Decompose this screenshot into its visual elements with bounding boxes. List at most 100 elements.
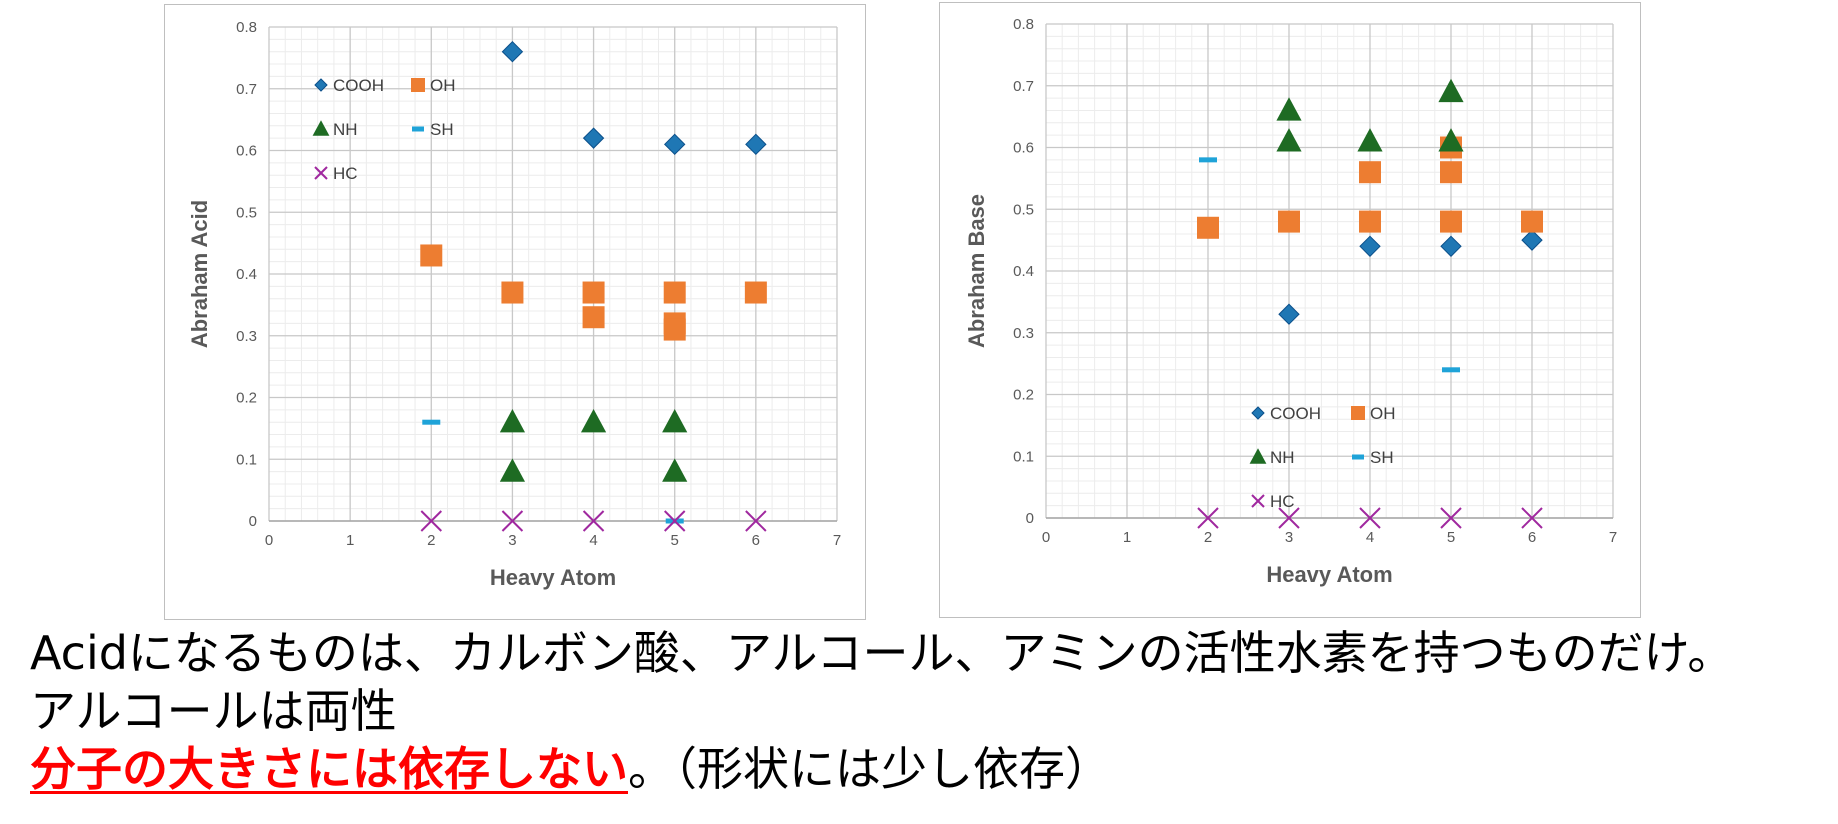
caption-line-2: アルコールは両性: [30, 684, 397, 738]
data-point-nh: [1357, 128, 1383, 152]
y-tick-label: 0.2: [1013, 387, 1034, 404]
y-axis-title: Abraham Base: [964, 194, 989, 348]
data-point-hc: [582, 510, 605, 532]
data-point-nh: [1276, 97, 1302, 121]
x-tick-label: 4: [589, 532, 597, 549]
data-point-oh: [1440, 161, 1462, 184]
y-tick-label: 0: [249, 513, 257, 530]
data-point-hc: [1440, 507, 1462, 529]
y-tick-label: 0.1: [236, 451, 257, 468]
y-tick-label: 0.3: [1013, 325, 1034, 342]
data-point-nh: [662, 458, 688, 482]
y-tick-label: 0: [1026, 510, 1034, 527]
data-point-cooh: [745, 133, 767, 156]
data-point-oh: [1359, 210, 1381, 233]
series-hc: [420, 510, 767, 532]
x-tick-label: 6: [752, 532, 760, 549]
legend-label-oh: OH: [1370, 404, 1396, 423]
data-point-oh: [501, 281, 524, 304]
legend-marker-oh: [1351, 406, 1365, 420]
data-point-oh: [663, 318, 686, 341]
x-tick-label: 2: [427, 532, 435, 549]
data-point-oh: [1197, 216, 1219, 239]
y-axis-title: Abraham Acid: [187, 200, 212, 348]
y-tick-label: 0.3: [236, 328, 257, 345]
data-point-oh: [582, 281, 605, 304]
legend-label-oh: OH: [430, 76, 456, 95]
data-point-nh: [1438, 128, 1464, 152]
caption-line-1: Acidになるものは、カルボン酸、アルコール、アミンの活性水素を持つものだけ。: [30, 626, 1734, 680]
data-point-sh: [1199, 157, 1217, 163]
legend-marker-cooh: [1251, 406, 1265, 420]
data-point-nh: [1438, 78, 1464, 103]
x-axis-title: Heavy Atom: [490, 565, 616, 590]
legend: COOH OH NH SH HC: [1249, 404, 1396, 511]
caption-line-3-rest: 。（形状には少し依存）: [628, 742, 1111, 796]
data-point-oh: [1521, 210, 1543, 233]
data-point-hc: [664, 510, 686, 532]
data-point-hc: [1197, 507, 1219, 529]
legend-marker-sh: [1352, 454, 1364, 460]
data-point-sh: [1442, 367, 1460, 373]
y-tick-label: 0.7: [236, 81, 257, 98]
x-tick-label: 5: [671, 532, 679, 549]
data-point-cooh: [1359, 235, 1381, 258]
data-point-oh: [744, 281, 767, 304]
data-point-oh: [1440, 210, 1462, 233]
caption-emphasis: 分子の大きさには依存しない: [30, 742, 628, 796]
legend-label-cooh: COOH: [333, 76, 384, 95]
major-gridlines: [268, 26, 838, 522]
x-tick-label: 2: [1204, 529, 1212, 546]
y-tick-label: 0.6: [236, 143, 257, 160]
acid-scatter-chart: 0 1 2 3 4 5 6 7 0 0.1 0.2 0.3 0.4 0.5 0.6 0.7 0.8 Heavy A…: [187, 19, 841, 590]
data-point-sh: [422, 419, 441, 425]
y-tick-label: 0.5: [1013, 201, 1034, 218]
data-point-oh: [1278, 210, 1300, 233]
y-tick-label: 0.6: [1013, 140, 1034, 157]
series-sh: [1199, 157, 1460, 373]
legend-marker-sh: [412, 126, 424, 132]
series-hc: [1197, 507, 1543, 529]
data-point-nh: [499, 458, 526, 482]
legend-label-hc: HC: [1270, 492, 1295, 511]
x-tick-label: 4: [1366, 529, 1374, 546]
series-nh: [1276, 78, 1464, 152]
legend-label-nh: NH: [1270, 448, 1295, 467]
x-tick-label: 1: [346, 532, 354, 549]
series-cooh: [501, 40, 767, 156]
data-point-cooh: [501, 40, 524, 63]
data-point-nh: [1276, 128, 1302, 152]
data-point-cooh: [1440, 235, 1462, 258]
legend-label-cooh: COOH: [1270, 404, 1321, 423]
data-point-hc: [1278, 507, 1300, 529]
data-point-oh: [1359, 161, 1381, 184]
series-nh: [499, 409, 688, 482]
data-point-nh: [662, 409, 688, 433]
y-tick-label: 0.1: [1013, 448, 1034, 465]
legend-marker-hc: [314, 166, 328, 180]
data-point-cooh: [1278, 303, 1300, 325]
data-point-hc: [1521, 507, 1543, 529]
data-point-hc: [1359, 507, 1381, 529]
legend-marker-hc: [1251, 494, 1265, 508]
x-tick-label: 3: [1285, 529, 1293, 546]
base-chart-panel: 0 1 2 3 4 5 6 7 0 0.1 0.2 0.3 0.4 0.5 0.6 0.7 0.8 Heavy A…: [939, 2, 1641, 618]
legend-label-sh: SH: [430, 120, 454, 139]
x-tick-label: 7: [1609, 529, 1617, 546]
legend-marker-nh: [1249, 448, 1267, 464]
x-tick-label: 0: [265, 532, 273, 549]
series-oh: [420, 244, 767, 341]
data-point-nh: [580, 409, 607, 433]
base-scatter-chart: 0 1 2 3 4 5 6 7 0 0.1 0.2 0.3 0.4 0.5 0.6 0.7 0.8 Heavy A…: [964, 16, 1617, 587]
series-cooh: [1278, 229, 1543, 325]
y-tick-label: 0.4: [1013, 263, 1034, 280]
x-tick-label: 0: [1042, 529, 1050, 546]
y-tick-label: 0.4: [236, 266, 257, 283]
x-tick-label: 7: [833, 532, 841, 549]
legend-marker-nh: [312, 120, 330, 136]
x-axis-title: Heavy Atom: [1266, 562, 1392, 587]
y-tick-label: 0.5: [236, 204, 257, 221]
legend-label-nh: NH: [333, 120, 358, 139]
caption-line-3: 分子の大きさには依存しない。（形状には少し依存）: [30, 746, 1111, 792]
x-tick-label: 6: [1528, 529, 1536, 546]
